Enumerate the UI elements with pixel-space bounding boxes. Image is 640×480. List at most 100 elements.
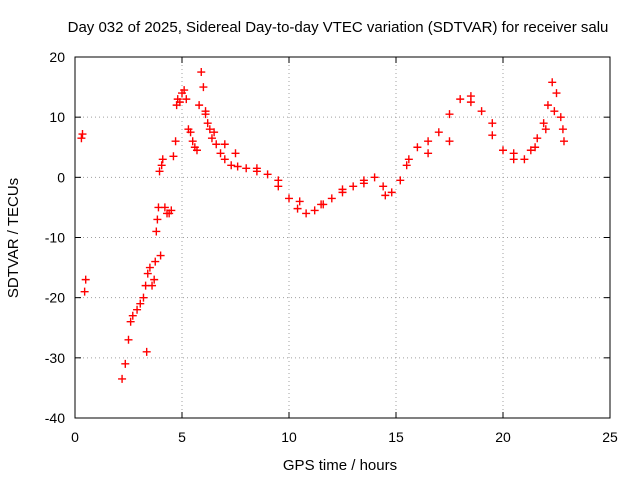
data-point	[212, 140, 221, 149]
data-point	[327, 194, 336, 203]
data-point	[466, 98, 475, 107]
data-point	[531, 143, 540, 152]
data-point	[310, 206, 319, 215]
data-point	[121, 359, 130, 368]
data-point	[488, 119, 497, 128]
x-tick-label: 5	[178, 429, 186, 445]
data-point	[488, 131, 497, 140]
data-point	[197, 68, 206, 77]
data-point	[317, 200, 326, 209]
data-point	[338, 185, 347, 194]
data-point	[550, 107, 559, 116]
data-point	[150, 275, 159, 284]
data-points	[77, 68, 568, 383]
data-point	[128, 311, 137, 320]
y-tick-label: 20	[49, 49, 65, 65]
data-point	[77, 134, 86, 143]
data-point	[151, 257, 160, 266]
data-point	[160, 203, 169, 212]
data-point	[424, 149, 433, 158]
data-point	[80, 287, 89, 296]
data-point	[188, 137, 197, 146]
data-point	[152, 227, 161, 236]
y-tick-label: 0	[57, 169, 65, 185]
data-point	[556, 113, 565, 122]
data-point	[477, 107, 486, 116]
data-point	[133, 305, 142, 314]
y-tick-label: -20	[45, 290, 65, 306]
data-point	[118, 374, 127, 383]
data-point	[148, 281, 157, 290]
data-point	[227, 161, 236, 170]
data-point	[199, 83, 208, 92]
data-point	[143, 269, 152, 278]
data-point	[231, 149, 240, 158]
data-point	[171, 137, 180, 146]
data-point	[233, 162, 242, 171]
data-point	[499, 146, 507, 155]
data-point	[387, 188, 396, 197]
data-point	[167, 206, 176, 215]
data-point	[445, 137, 454, 146]
data-point	[559, 137, 568, 146]
data-point	[543, 101, 552, 110]
data-point	[263, 170, 272, 179]
y-tick-label: -30	[45, 350, 65, 366]
data-point	[136, 299, 145, 308]
x-axis-label: GPS time / hours	[283, 457, 397, 474]
data-point	[379, 182, 388, 191]
data-point	[293, 204, 302, 213]
data-point	[142, 347, 151, 356]
data-point	[404, 155, 413, 164]
data-point	[558, 125, 567, 134]
y-tick-label: -10	[45, 230, 65, 246]
data-point	[548, 78, 557, 87]
data-point	[126, 317, 135, 326]
data-point	[158, 155, 167, 164]
data-point	[285, 194, 293, 203]
data-point	[302, 209, 311, 218]
x-tick-label: 15	[388, 429, 404, 445]
data-point	[169, 152, 178, 161]
data-point	[413, 143, 422, 152]
data-point	[252, 164, 261, 173]
y-axis-label: SDTVAR / TECUs	[5, 178, 22, 298]
data-point	[153, 215, 162, 224]
data-point	[349, 182, 358, 191]
data-point	[175, 98, 184, 107]
data-point	[274, 176, 283, 185]
x-tick-label: 25	[602, 429, 618, 445]
data-point	[526, 146, 535, 155]
data-point	[445, 110, 454, 119]
data-point	[81, 275, 90, 284]
data-point	[78, 130, 87, 139]
data-point	[220, 140, 229, 149]
data-point	[139, 293, 148, 302]
data-point	[145, 263, 154, 272]
data-point	[216, 149, 225, 158]
data-point	[124, 335, 133, 344]
data-point	[203, 119, 212, 128]
data-point	[156, 251, 165, 260]
data-point	[370, 173, 379, 182]
data-point	[210, 128, 219, 137]
data-point	[541, 125, 550, 134]
data-point	[539, 119, 548, 128]
data-point	[295, 197, 304, 206]
data-point	[424, 137, 433, 146]
grid-lines	[75, 57, 610, 418]
data-point	[434, 128, 443, 137]
data-point	[220, 155, 229, 164]
data-point	[520, 155, 529, 164]
data-point	[207, 134, 216, 143]
data-point	[155, 167, 164, 176]
y-tick-label: 10	[49, 109, 65, 125]
data-point	[402, 161, 411, 170]
data-point	[192, 146, 201, 155]
x-tick-label: 20	[495, 429, 511, 445]
data-point	[456, 95, 465, 104]
data-point	[396, 176, 405, 185]
data-point	[180, 86, 189, 95]
y-tick-label: -40	[45, 410, 65, 426]
